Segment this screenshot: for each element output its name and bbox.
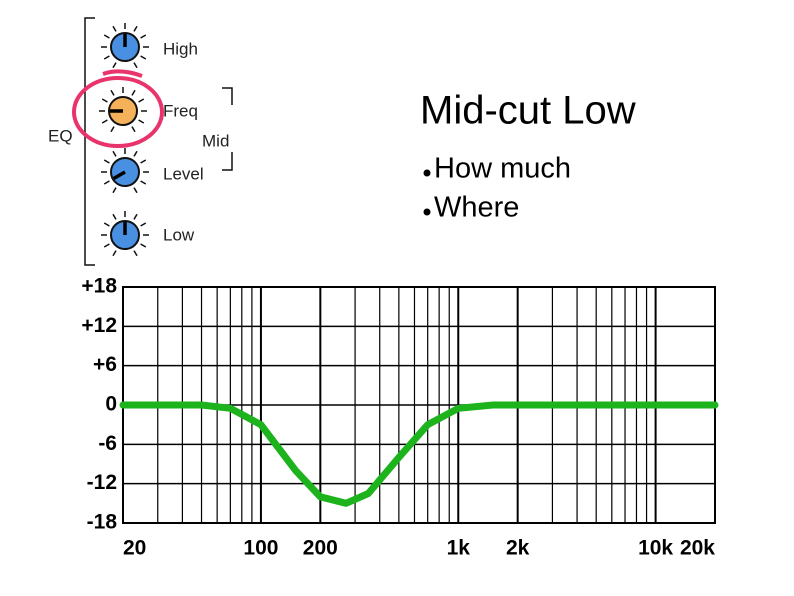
knob-tick	[112, 187, 117, 194]
knob-tick	[103, 222, 110, 227]
y-tick-label: 0	[105, 393, 117, 416]
highlight-circle	[72, 76, 164, 148]
bracket	[84, 17, 95, 266]
knob-tick	[140, 34, 147, 39]
knob-pointer	[112, 170, 126, 181]
bullet	[423, 208, 431, 216]
knob-label: Freq	[163, 101, 198, 120]
mid-label: Mid	[202, 131, 229, 150]
knob-tick	[133, 150, 138, 157]
mid-bracket	[222, 87, 233, 171]
knob-tick	[131, 89, 136, 96]
bullet-text: Where	[434, 192, 519, 224]
knob-tick	[133, 250, 138, 257]
knob-tick	[103, 55, 110, 60]
knob-tick	[138, 98, 145, 103]
highlight-stroke	[102, 69, 143, 78]
knob-tick	[140, 243, 147, 248]
response-curve	[119, 401, 719, 507]
knob-tick	[112, 62, 117, 69]
knob-label: Level	[163, 164, 204, 183]
slide-title: Mid-cut Low	[420, 89, 636, 133]
x-tick-label: 2k	[506, 537, 530, 560]
knob-tick	[110, 89, 115, 96]
knob-tick	[140, 159, 147, 164]
y-tick-label: -6	[98, 432, 117, 455]
knob-tick	[140, 180, 147, 185]
knob-tick	[112, 213, 117, 220]
knob-tick	[112, 250, 117, 257]
knob-tick	[133, 213, 138, 220]
x-tick-label: 1k	[447, 537, 471, 560]
knob-tick	[133, 25, 138, 32]
knob-tick	[138, 119, 145, 124]
knobs	[99, 23, 149, 257]
knob-tick	[133, 62, 138, 69]
x-tick-label: 100	[243, 537, 278, 560]
knob-tick	[103, 180, 110, 185]
y-tick-label: +18	[81, 275, 117, 298]
group-label: EQ	[48, 126, 73, 145]
knob-label: High	[163, 39, 198, 58]
knob-tick	[103, 34, 110, 39]
knob-tick	[101, 119, 108, 124]
x-tick-label: 20	[123, 537, 146, 560]
knob-tick	[112, 150, 117, 157]
y-tick-label: -18	[87, 511, 118, 534]
knob-label: Low	[163, 225, 195, 244]
knob-tick	[131, 126, 136, 133]
y-tick-label: -12	[87, 471, 117, 494]
knob-tick	[112, 25, 117, 32]
bullet-text: How much	[434, 153, 571, 185]
x-tick-label: 20k	[680, 537, 715, 560]
knob-tick	[140, 222, 147, 227]
knob-tick	[101, 98, 108, 103]
eq-panel	[84, 17, 233, 266]
knob-tick	[103, 159, 110, 164]
knob-tick	[133, 187, 138, 194]
y-tick-label: +12	[81, 314, 117, 337]
y-tick-label: +6	[93, 353, 117, 376]
knob-tick	[140, 55, 147, 60]
bullet	[423, 169, 431, 177]
knob-tick	[110, 126, 115, 133]
x-tick-label: 10k	[638, 537, 673, 560]
x-tick-label: 200	[303, 537, 338, 560]
knob-tick	[103, 243, 110, 248]
